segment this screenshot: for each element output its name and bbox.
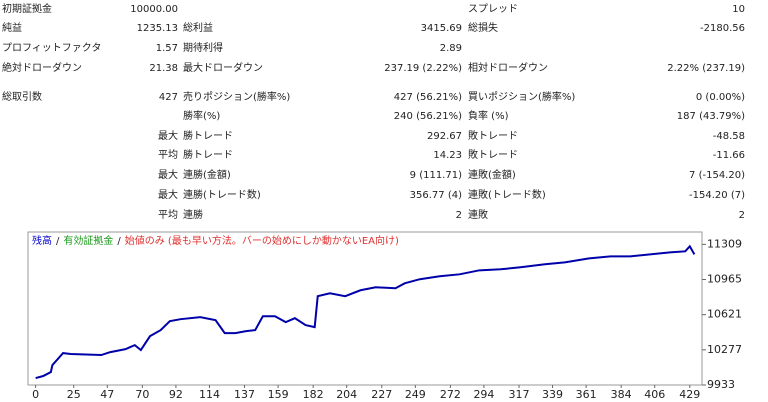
cell: 連敗(トレード数) bbox=[468, 188, 546, 201]
x-tick-label: 294 bbox=[473, 388, 494, 401]
cell: 2 bbox=[456, 210, 462, 221]
x-tick-label: 182 bbox=[303, 388, 324, 401]
x-tick-label: 70 bbox=[135, 388, 149, 401]
cell: 9 (111.71) bbox=[410, 170, 462, 181]
cell: 総利益 bbox=[183, 21, 213, 34]
cell: 最大 bbox=[158, 129, 178, 142]
cell: スプレッド bbox=[468, 3, 518, 15]
cell: 勝率(%) bbox=[183, 109, 220, 122]
x-tick-label: 317 bbox=[509, 388, 530, 401]
cell: 427 bbox=[159, 92, 178, 103]
x-tick-label: 406 bbox=[644, 388, 665, 401]
cell: 237.19 (2.22%) bbox=[384, 63, 462, 74]
cell: 14.23 bbox=[433, 150, 462, 161]
cell: 負率 (%) bbox=[468, 109, 509, 122]
x-tick-label: 0 bbox=[32, 388, 39, 401]
x-tick-label: 159 bbox=[268, 388, 289, 401]
cell: 2 bbox=[739, 210, 745, 221]
cell: 連勝 bbox=[183, 208, 203, 221]
cell: -11.66 bbox=[713, 150, 745, 161]
cell: 10000.00 bbox=[130, 4, 178, 15]
cell: 平均 bbox=[158, 149, 178, 161]
x-tick-label: 384 bbox=[611, 388, 632, 401]
cell: 最大 bbox=[158, 168, 178, 181]
cell: プロフィットファクタ bbox=[2, 42, 101, 54]
x-tick-label: 92 bbox=[169, 388, 183, 401]
cell: 427 (56.21%) bbox=[394, 92, 462, 103]
x-tick-label: 227 bbox=[371, 388, 392, 401]
cell: 240 (56.21%) bbox=[394, 111, 462, 122]
cell: 連勝(金額) bbox=[183, 168, 231, 181]
cell: 勝トレード bbox=[183, 129, 233, 142]
legend-separator: / bbox=[56, 236, 60, 247]
cell: 2.89 bbox=[440, 43, 462, 54]
cell: 平均 bbox=[158, 209, 178, 221]
y-tick-label: 10277 bbox=[707, 343, 742, 356]
x-tick-label: 361 bbox=[576, 388, 597, 401]
cell: 1235.13 bbox=[137, 23, 178, 34]
legend-separator: / bbox=[117, 236, 121, 247]
cell: 絶対ドローダウン bbox=[2, 61, 82, 74]
y-tick-label: 10621 bbox=[707, 308, 742, 321]
cell: 総損失 bbox=[468, 21, 498, 34]
cell: -154.20 (7) bbox=[689, 190, 745, 201]
legend-entry: 始値のみ (最も早い方法。バーの始めにしか動かないEA向け) bbox=[125, 234, 399, 247]
cell: 期待利得 bbox=[183, 41, 223, 54]
cell: 7 (-154.20) bbox=[689, 170, 745, 181]
cell: 10 bbox=[732, 4, 745, 15]
legend-entry: 有効証拠金 bbox=[63, 234, 113, 247]
cell: -2180.56 bbox=[700, 23, 745, 34]
cell: 356.77 (4) bbox=[410, 190, 462, 201]
legend: 残高 / 有効証拠金 / 始値のみ (最も早い方法。バーの始めにしか動かないEA向け) bbox=[32, 234, 399, 247]
x-tick-label: 249 bbox=[405, 388, 426, 401]
legend-entry: 残高 bbox=[32, 234, 52, 247]
cell: 3415.69 bbox=[421, 23, 462, 34]
x-tick-label: 272 bbox=[440, 388, 461, 401]
cell: 総取引数 bbox=[2, 90, 42, 103]
cell: 187 (43.79%) bbox=[677, 111, 745, 122]
cell: 連敗(金額) bbox=[468, 168, 516, 181]
cell: 最大 bbox=[158, 188, 178, 201]
y-tick-label: 9933 bbox=[707, 378, 735, 391]
x-tick-label: 429 bbox=[679, 388, 700, 401]
cell: 292.67 bbox=[427, 131, 462, 142]
cell: 2.22% (237.19) bbox=[667, 63, 745, 74]
cell: 売りポジション(勝率%) bbox=[183, 90, 290, 103]
cell: 買いポジション(勝率%) bbox=[468, 90, 575, 103]
x-tick-label: 47 bbox=[100, 388, 114, 401]
cell: 純益 bbox=[2, 21, 22, 34]
x-tick-label: 204 bbox=[336, 388, 357, 401]
balance-line bbox=[35, 244, 696, 380]
cell: 相対ドローダウン bbox=[468, 61, 548, 74]
x-tick-label: 137 bbox=[234, 388, 255, 401]
x-tick-label: 25 bbox=[67, 388, 81, 401]
y-tick-label: 10965 bbox=[707, 273, 742, 286]
cell: 21.38 bbox=[149, 63, 178, 74]
cell: 連勝(トレード数) bbox=[183, 188, 261, 201]
plot-frame bbox=[27, 231, 703, 386]
cell: 敗トレード bbox=[468, 129, 518, 142]
x-tick-label: 339 bbox=[542, 388, 563, 401]
cell: 最大ドローダウン bbox=[183, 61, 263, 74]
y-tick-label: 11309 bbox=[707, 237, 742, 250]
cell: 連敗 bbox=[468, 208, 488, 221]
x-tick-label: 114 bbox=[199, 388, 220, 401]
cell: -48.58 bbox=[713, 131, 745, 142]
cell: 勝トレード bbox=[183, 148, 233, 161]
cell: 1.57 bbox=[156, 43, 178, 54]
cell: 敗トレード bbox=[468, 148, 518, 161]
cell: 0 (0.00%) bbox=[696, 92, 745, 103]
cell: 初期証拠金 bbox=[2, 2, 52, 15]
